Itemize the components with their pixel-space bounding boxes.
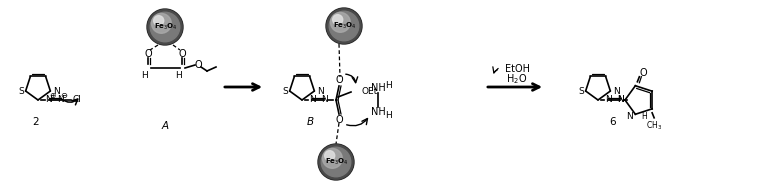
Text: N: N [604, 95, 611, 104]
Text: O: O [178, 49, 186, 59]
Text: ⊕: ⊕ [49, 91, 55, 99]
Text: 2: 2 [33, 117, 39, 127]
Circle shape [318, 144, 354, 180]
Text: H: H [385, 111, 392, 119]
Text: N: N [320, 95, 327, 104]
Text: N: N [617, 95, 624, 105]
Text: N: N [58, 95, 65, 104]
Text: Fe$_3$O$_4$: Fe$_3$O$_4$ [154, 22, 178, 32]
Text: N: N [317, 87, 324, 95]
Circle shape [323, 149, 343, 168]
Text: H: H [641, 112, 647, 121]
Circle shape [330, 12, 350, 32]
Circle shape [147, 9, 183, 45]
Text: N: N [45, 95, 52, 104]
Circle shape [154, 16, 164, 26]
Text: EtOH: EtOH [505, 64, 529, 74]
Circle shape [321, 147, 351, 177]
Text: O: O [640, 68, 647, 78]
Text: N: N [617, 95, 624, 104]
Circle shape [333, 15, 343, 25]
Text: S: S [282, 87, 288, 95]
Text: Fe$_3$O$_4$: Fe$_3$O$_4$ [325, 157, 349, 167]
Text: S: S [578, 87, 584, 95]
Text: 6: 6 [610, 117, 616, 127]
Text: CH$_3$: CH$_3$ [646, 120, 662, 132]
Text: S: S [18, 87, 24, 95]
Circle shape [329, 11, 359, 41]
Text: Fe$_3$O$_4$: Fe$_3$O$_4$ [333, 21, 357, 31]
Text: Cl: Cl [72, 95, 81, 104]
Text: O: O [335, 115, 343, 125]
Circle shape [325, 151, 335, 161]
Text: OEt: OEt [362, 87, 379, 95]
Text: ⊖: ⊖ [61, 91, 68, 99]
Text: H$_2$O: H$_2$O [506, 72, 528, 86]
Text: A: A [161, 121, 168, 131]
Text: O: O [194, 60, 202, 70]
Text: B: B [306, 117, 313, 127]
Text: NH: NH [371, 107, 386, 117]
Text: N: N [53, 87, 60, 95]
Circle shape [151, 12, 180, 42]
Text: O: O [335, 75, 343, 85]
Circle shape [327, 9, 361, 43]
Text: H: H [385, 81, 392, 90]
Circle shape [319, 145, 353, 179]
Text: N: N [309, 95, 316, 104]
Text: O: O [144, 49, 152, 59]
Text: N: N [627, 112, 634, 121]
Circle shape [326, 8, 362, 44]
Circle shape [151, 13, 171, 33]
Text: NH: NH [371, 83, 386, 93]
Text: H: H [174, 71, 181, 81]
Text: N: N [614, 87, 620, 95]
Circle shape [148, 10, 182, 44]
Text: H: H [141, 71, 147, 81]
